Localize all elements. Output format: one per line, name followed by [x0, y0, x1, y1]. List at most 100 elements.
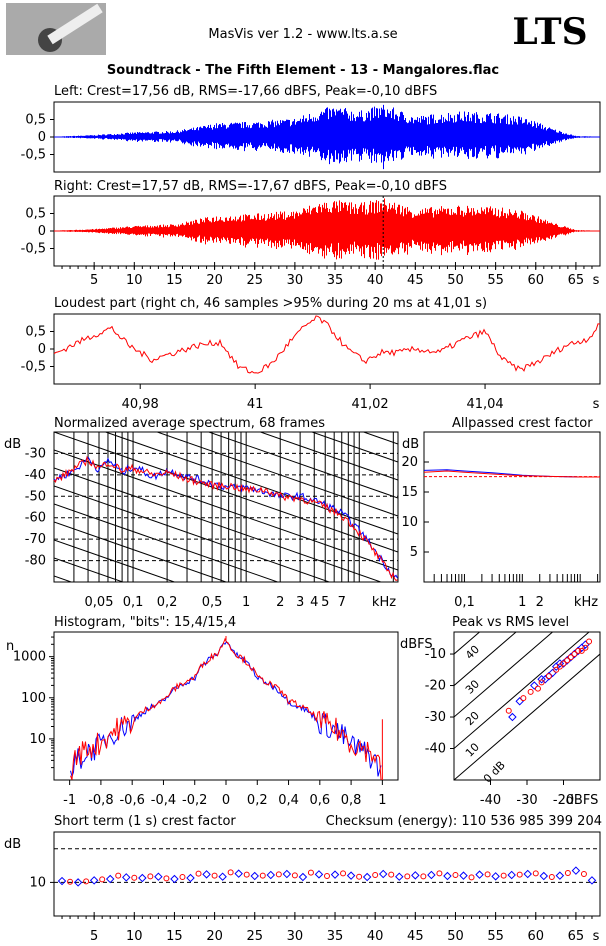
allpass-xtick-label-2: 2 — [536, 595, 544, 610]
crest-xtick-label-9: 50 — [447, 929, 464, 944]
peakrms-point-1-15 — [586, 638, 593, 645]
peakrms-point-0-0 — [508, 712, 517, 722]
peakrms-point-0-6 — [548, 668, 557, 678]
crest-xtick-label-1: 10 — [126, 929, 143, 944]
spectrum-xtick-label-10: kHz — [372, 595, 396, 610]
crest-point-0-1 — [73, 878, 83, 887]
spectrum-xtick-label-0: 0,05 — [85, 595, 114, 610]
spectrum-diagonal-7 — [104, 432, 398, 535]
peakrms-point-1-3 — [534, 685, 541, 692]
peakrms-diagonal-label-1: 30 — [463, 678, 482, 697]
peakrms-point-1-2 — [527, 688, 534, 695]
peakrms-ytick-label-2: -30 — [425, 710, 446, 725]
right-title: Right: Crest=17,57 dB, RMS=-17,67 dBFS, … — [54, 179, 447, 194]
crest-xtick-label-0: 5 — [90, 929, 98, 944]
loudest-series — [53, 315, 601, 374]
crest-point-1-32 — [580, 871, 587, 877]
peakrms-title: Peak vs RMS level — [452, 615, 569, 630]
peakrms-diagonal-label-2: 20 — [463, 709, 482, 728]
waveform-ytick-label-0-2: -0,5 — [21, 148, 46, 163]
histogram-series-1 — [70, 637, 382, 780]
spectrum-ytick-label-5: -80 — [25, 554, 46, 569]
peakrms-diagonal-3 — [454, 632, 590, 750]
histogram-ylabel: n — [6, 639, 14, 654]
spectrum-diagonal-14 — [54, 539, 176, 582]
crest-point-0-22 — [411, 871, 420, 880]
crest-point-1-27 — [500, 872, 507, 879]
histogram-xtick-label-1: -0,8 — [88, 793, 113, 808]
crest-point-1-13 — [275, 871, 282, 878]
crest-point-1-30 — [548, 874, 555, 881]
time-tick-label-1-9: 50 — [447, 273, 464, 288]
crest-point-1-24 — [452, 872, 459, 879]
crest-point-1-6 — [163, 875, 170, 882]
peakrms-point-1-9 — [564, 657, 571, 664]
loudest-xtick-label-3: 41,04 — [466, 397, 503, 412]
peakrms-diagonal-label-3: 10 — [463, 740, 482, 759]
loudest-xtick-label-1: 41 — [247, 397, 264, 412]
crest-point-1-29 — [532, 870, 539, 877]
crest-point-1-18 — [356, 873, 363, 880]
crest-point-0-13 — [266, 870, 276, 880]
spectrum-diagonal-11 — [54, 485, 331, 582]
peakrms-point-0-1 — [515, 697, 524, 706]
spectrum-xtick-label-8: 5 — [321, 595, 329, 610]
waveform-ytick-label-0-0: 0,5 — [25, 113, 46, 128]
histogram-xtick-label-5: 0 — [222, 793, 230, 808]
peakrms-xtick-label-3: dBFS — [566, 793, 599, 808]
crest-point-0-2 — [89, 876, 99, 885]
time-tick-label-1-6: 35 — [327, 273, 344, 288]
peakrms-point-1-12 — [575, 647, 582, 654]
spectrum-diagonal-20 — [54, 648, 398, 768]
crest-point-0-4 — [122, 873, 131, 882]
allpass-xtick-label-3: kHz — [574, 595, 598, 610]
crest-point-1-2 — [99, 876, 106, 883]
crest-point-0-25 — [459, 871, 468, 880]
histogram-series-0 — [70, 640, 382, 779]
crest-point-0-11 — [234, 869, 243, 878]
loudest-xtick-label-0: 40,98 — [122, 397, 159, 412]
waveform-ytick-label-1-2: -0,5 — [21, 242, 46, 257]
crest-title: Short term (1 s) crest factor — [54, 814, 236, 829]
time-tick-label-1-4: 25 — [246, 273, 263, 288]
spectrum-diagonal-8 — [54, 432, 398, 553]
crest-point-1-0 — [67, 878, 74, 885]
allpass-ytick-label-0: 20 — [401, 455, 418, 470]
crest-xtick-label-4: 25 — [246, 929, 263, 944]
histogram-xtick-label-9: 0,8 — [341, 793, 362, 808]
crest-xtick-label-11: 60 — [527, 929, 544, 944]
loudest-xtick-label-4: s — [593, 397, 600, 412]
crest-point-0-23 — [427, 870, 436, 880]
crest-point-0-24 — [443, 871, 452, 881]
peakrms-ytick-label-0: -10 — [425, 647, 446, 662]
spectrum-diagonals — [54, 432, 398, 768]
crest-xtick-label-2: 15 — [166, 929, 183, 944]
crest-point-1-10 — [227, 869, 234, 876]
crest-point-0-15 — [298, 872, 308, 882]
crest-point-1-21 — [404, 873, 411, 880]
time-tick-label-1-3: 20 — [206, 273, 223, 288]
allpass-ytick-label-3: 5 — [410, 545, 418, 560]
crest-point-0-14 — [282, 869, 292, 879]
peakrms-point-1-4 — [538, 679, 545, 686]
loudest-ytick-label-0: 0,5 — [25, 325, 46, 340]
spectrum-series-1 — [53, 455, 398, 581]
time-tick-label-1-8: 45 — [407, 273, 424, 288]
crest-point-0-5 — [138, 873, 147, 883]
plots: 0,50-0,50,50-0,55 10 15 20 25 30 35 40 45 50 55 60 6… — [13, 101, 601, 944]
crest-point-1-14 — [291, 872, 298, 879]
spectrum-xtick-label-7: 4 — [310, 595, 318, 610]
crest-point-0-16 — [314, 870, 324, 879]
peakrms-point-1-11 — [571, 651, 578, 658]
time-tick-label-1-5: 30 — [287, 273, 304, 288]
allpass-ylabel: dB — [402, 437, 419, 452]
allpass-ytick-label-2: 10 — [401, 515, 418, 530]
crest-point-1-11 — [243, 871, 250, 878]
time-tick-label-1-13: s — [593, 273, 600, 288]
spectrum-ytick-label-1: -40 — [25, 468, 46, 483]
crest-point-0-0 — [57, 876, 67, 886]
spectrum-diagonal-4 — [258, 432, 398, 481]
peakrms-diagonal-1 — [454, 632, 517, 687]
spectrum-xtick-label-9: 7 — [338, 595, 346, 610]
crest-point-0-32 — [571, 866, 581, 875]
